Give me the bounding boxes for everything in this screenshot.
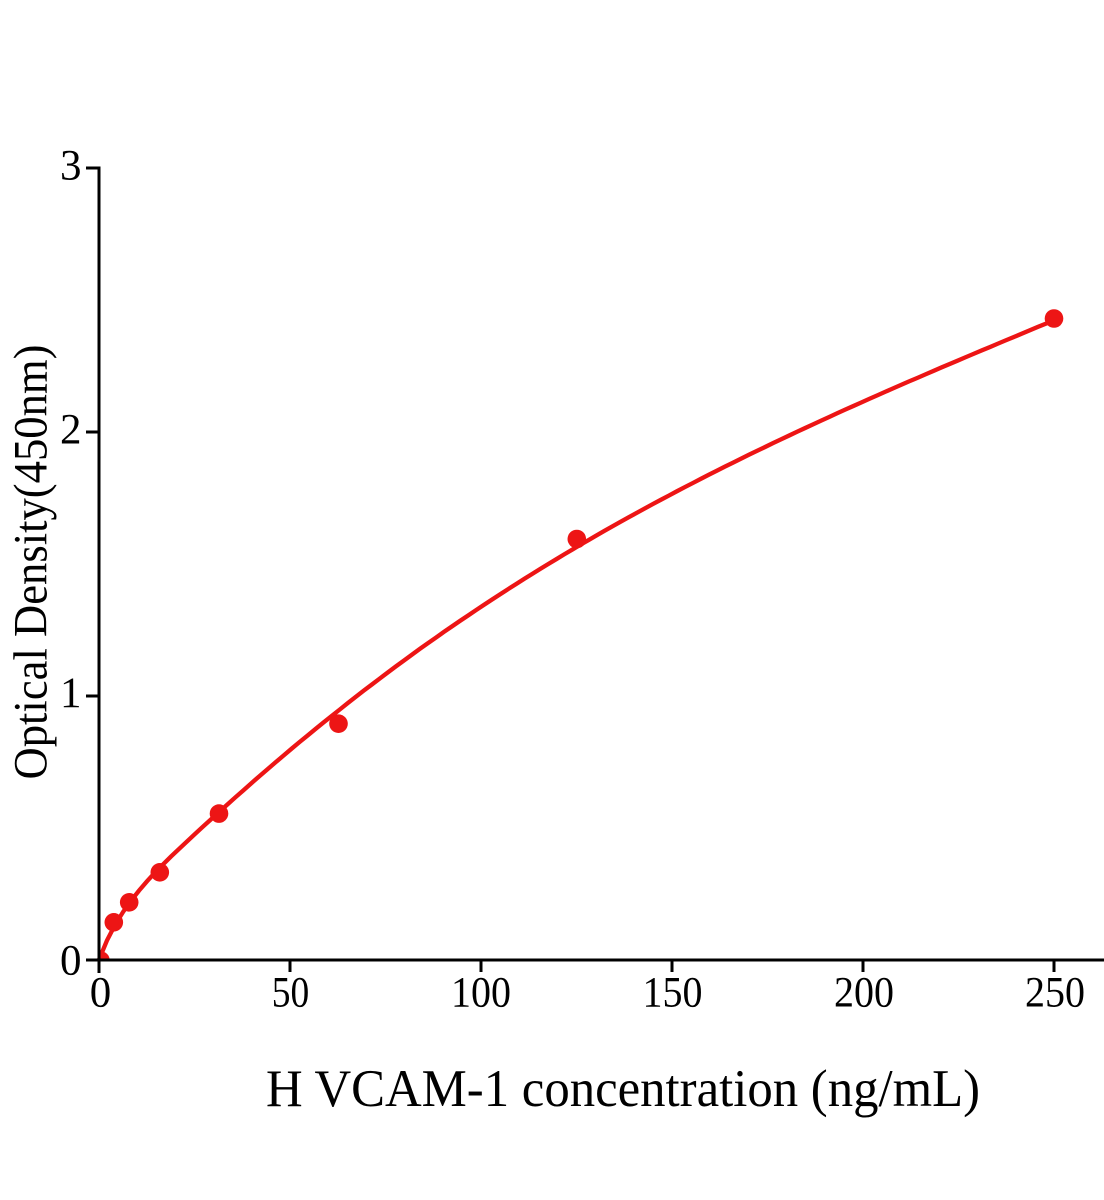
svg-text:2: 2 xyxy=(60,407,82,454)
svg-text:250: 250 xyxy=(1025,970,1085,1017)
svg-text:50: 50 xyxy=(272,970,310,1017)
svg-text:1: 1 xyxy=(60,670,82,717)
svg-text:200: 200 xyxy=(834,970,894,1017)
svg-text:150: 150 xyxy=(643,970,703,1017)
svg-text:3: 3 xyxy=(60,143,82,190)
svg-text:0: 0 xyxy=(90,970,112,1017)
svg-text:0: 0 xyxy=(60,938,82,985)
svg-text:H VCAM-1 concentration (ng/mL): H VCAM-1 concentration (ng/mL) xyxy=(266,1060,980,1118)
svg-text:Optical Density(450nm): Optical Density(450nm) xyxy=(6,345,58,780)
svg-text:100: 100 xyxy=(451,970,511,1017)
